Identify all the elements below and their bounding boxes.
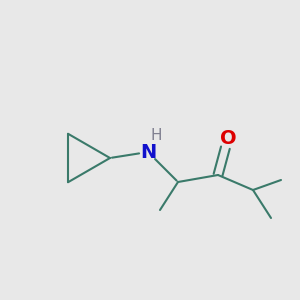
Text: H: H (150, 128, 162, 143)
Text: O: O (220, 128, 236, 148)
Text: N: N (140, 142, 156, 161)
